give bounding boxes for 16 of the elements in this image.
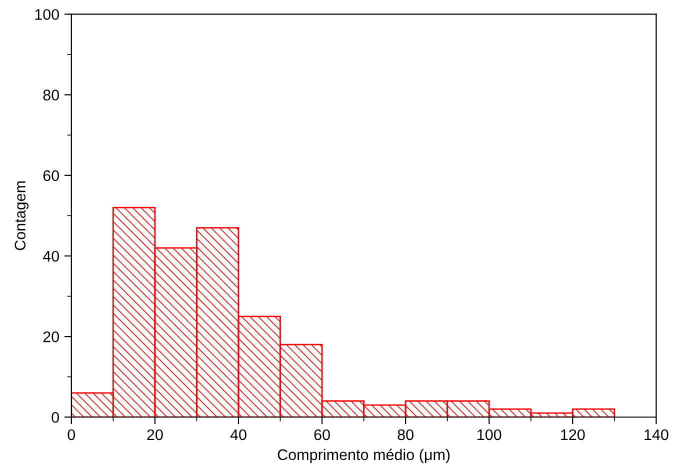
x-tick-label: 0 [68,429,76,440]
y-tick-label: 40 [42,250,59,262]
x-tick-label: 140 [644,429,668,440]
y-tick-label: 20 [43,331,59,342]
x-tick-label: 120 [561,429,585,440]
x-tick-label: 100 [478,429,502,440]
y-tick-label: 80 [43,90,59,100]
y-tick-label: 0 [52,412,59,423]
y-axis-title: Contagem [14,181,29,250]
x-tick-label: 20 [147,429,163,440]
x-tick-label: 80 [398,429,414,440]
y-tick-label: 60 [43,170,59,182]
y-tick-label: 100 [35,9,59,20]
x-axis-title: Comprimento médio (μm) [278,448,450,464]
x-tick-label: 60 [314,429,330,440]
x-tick-label: 40 [230,429,246,440]
